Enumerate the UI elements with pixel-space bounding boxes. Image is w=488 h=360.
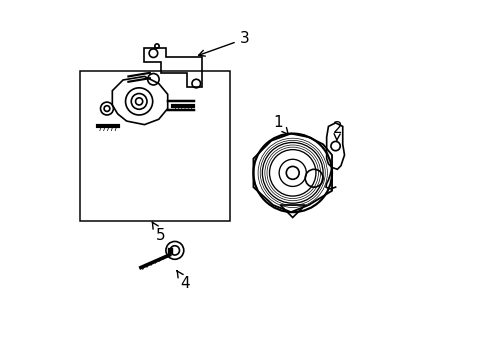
Text: 5: 5 xyxy=(152,222,165,243)
Text: 3: 3 xyxy=(198,31,249,56)
Bar xyxy=(80,71,230,221)
Text: 2: 2 xyxy=(332,121,342,141)
Text: 4: 4 xyxy=(177,271,190,291)
Text: 1: 1 xyxy=(273,115,287,134)
